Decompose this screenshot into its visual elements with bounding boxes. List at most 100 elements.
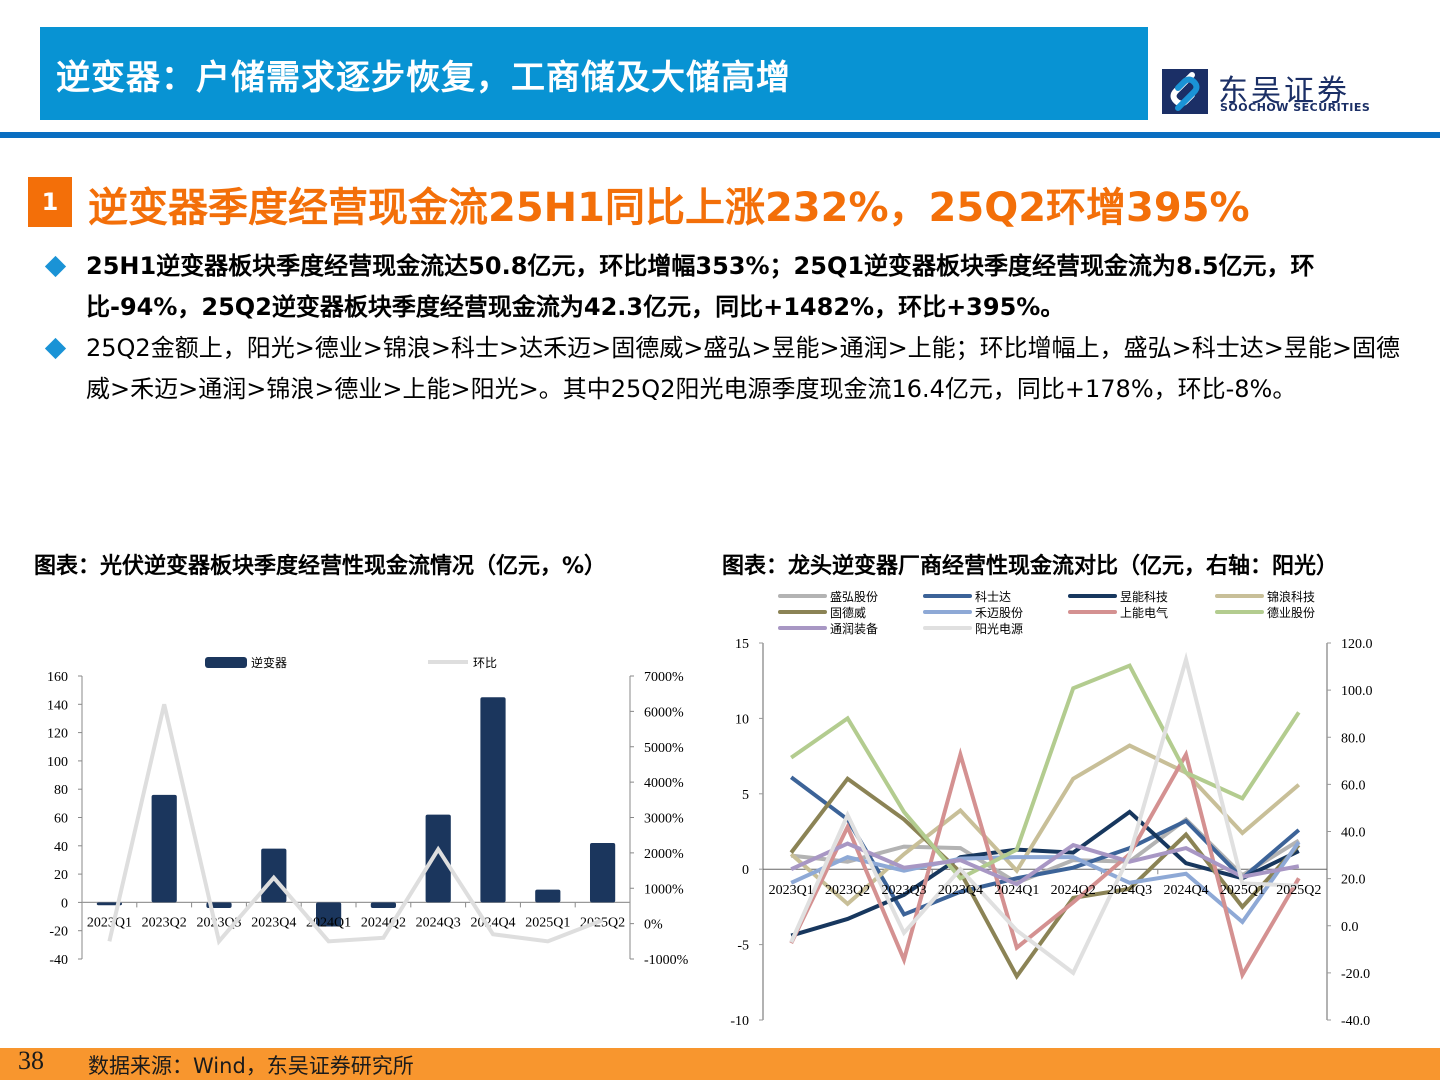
- legend-label: 上能电气: [1120, 605, 1168, 620]
- y-tick-label: 80: [54, 783, 68, 798]
- bullet-list: 25H1逆变器板块季度经营现金流达50.8亿元，环比增幅353%；25Q1逆变器…: [44, 246, 1404, 410]
- y-tick-label: 20: [54, 868, 68, 883]
- section-title: 逆变器季度经营现金流25H1同比上涨232%，25Q2环增395%: [88, 185, 1250, 231]
- series-line: [789, 747, 1301, 980]
- logo-chinese-name: 东吴证券: [1218, 74, 1350, 109]
- series-line: [790, 841, 1300, 887]
- y-tick-label-right: 100.0: [1341, 684, 1373, 699]
- y-tick-label: 120: [47, 727, 68, 742]
- chart-title-right: 图表：龙头逆变器厂商经营性现金流对比（亿元，右轴：阳光）: [722, 554, 1339, 579]
- y-tick-label-right: -20.0: [1341, 967, 1370, 982]
- legend-label: 阳光电源: [975, 622, 1023, 636]
- diamond-icon: [44, 337, 67, 360]
- y-tick-label-right: 120.0: [1341, 637, 1373, 652]
- bullet-text: 25H1逆变器板块季度经营现金流达50.8亿元，环比增幅353%；25Q1逆变器…: [86, 252, 1315, 321]
- y-tick-label: -20: [49, 925, 68, 940]
- y-tick-label-right: 4000%: [644, 776, 684, 791]
- page-title: 逆变器：户储需求逐步恢复，工商储及大储高增: [56, 58, 791, 98]
- logo-english-name: SOOCHOW SECURITIES: [1220, 101, 1371, 114]
- x-tick-label: 2024Q3: [416, 915, 461, 930]
- x-tick-label: 2025Q2: [1276, 883, 1321, 898]
- series-line: [790, 775, 1301, 917]
- bar: [425, 814, 451, 903]
- y-tick-label-right: 7000%: [644, 670, 684, 685]
- bar: [535, 889, 561, 903]
- chart-title-left: 图表：光伏逆变器板块季度经营性现金流情况（亿元，%）: [34, 554, 607, 579]
- legend-label: 逆变器: [251, 655, 287, 670]
- x-tick-label: 2023Q2: [142, 915, 187, 930]
- x-tick-label: 2023Q4: [938, 883, 983, 898]
- x-tick-label: 2024Q1: [994, 883, 1039, 898]
- bar: [96, 902, 123, 906]
- inverter-cashflow-bar-chart: 160 140 120 100 80 60 40 20 0 -20 -40 7000% 6000% 500…: [47, 655, 689, 968]
- brand-logo: 东吴证券 SOOCHOW SECURITIES: [1160, 66, 1380, 116]
- y-tick-label: 60: [54, 812, 68, 827]
- y-tick-label-right: -1000%: [644, 953, 689, 968]
- y-tick-label: -40: [49, 953, 68, 968]
- y-tick-label-right: -40.0: [1341, 1014, 1370, 1029]
- header-banner: [40, 27, 1148, 120]
- y-tick-label-right: 5000%: [644, 741, 684, 756]
- bar: [315, 902, 342, 927]
- x-tick-label: 2023Q4: [251, 915, 296, 930]
- y-tick-label: 10: [735, 712, 749, 727]
- bar: [151, 794, 177, 903]
- y-tick-label: -10: [730, 1014, 749, 1029]
- y-tick-label-right: 80.0: [1341, 731, 1366, 746]
- bar: [480, 697, 506, 903]
- legend-label: 锦浪科技: [1267, 589, 1315, 604]
- y-tick-label: -5: [737, 939, 749, 954]
- y-tick-label: 100: [47, 755, 68, 770]
- legend-label: 环比: [473, 656, 497, 670]
- x-tick-label: 2025Q1: [525, 915, 570, 930]
- legend-label: 德业股份: [1267, 605, 1315, 620]
- section-number-badge: 1: [28, 177, 72, 227]
- soochow-logo-icon: [1162, 69, 1208, 114]
- y-tick-label-right: 0.0: [1341, 920, 1359, 935]
- bullet-item: 25Q2金额上，阳光>德业>锦浪>科士>达禾迈>固德威>盛弘>昱能>通润>上能；…: [44, 328, 1404, 410]
- data-source: 数据来源：Wind，东吴证券研究所: [88, 1054, 414, 1078]
- series-line: [789, 651, 1299, 976]
- legend-label: 固德威: [830, 605, 866, 620]
- x-tick-label: 2024Q3: [1107, 883, 1152, 898]
- y-tick-label: 15: [735, 637, 749, 652]
- y-tick-label: 40: [54, 840, 68, 855]
- footer-bar: [0, 1048, 1440, 1080]
- x-tick-label: 2024Q2: [361, 915, 406, 930]
- y-tick-label: 0: [61, 896, 68, 911]
- x-tick-label: 2025Q1: [1220, 883, 1265, 898]
- legend-label: 盛弘股份: [830, 589, 878, 604]
- legend-label: 禾迈股份: [975, 606, 1023, 620]
- x-tick-label: 2023Q1: [769, 883, 814, 898]
- legend-label: 科士达: [975, 590, 1011, 604]
- bullet-text: 25Q2金额上，阳光>德业>锦浪>科士>达禾迈>固德威>盛弘>昱能>通润>上能；…: [86, 334, 1401, 403]
- y-tick-label-right: 0%: [644, 918, 663, 933]
- x-tick-label: 2023Q3: [881, 883, 926, 898]
- x-tick-label: 2025Q2: [580, 915, 625, 930]
- y-tick-label-right: 20.0: [1341, 873, 1366, 888]
- x-tick-label: 2024Q4: [470, 915, 515, 930]
- y-tick-label-right: 40.0: [1341, 826, 1366, 841]
- header-divider: [0, 132, 1440, 138]
- series-line: [789, 743, 1301, 907]
- y-tick-label: 0: [742, 863, 749, 878]
- y-tick-label: 5: [742, 788, 749, 803]
- mom-line: [107, 703, 604, 946]
- x-tick-label: 2024Q2: [1051, 883, 1096, 898]
- series-line: [790, 663, 1301, 881]
- y-tick-label-right: 1000%: [644, 882, 684, 897]
- legend-swatch-inverter: [205, 657, 247, 668]
- y-tick-label-right: 6000%: [644, 705, 684, 720]
- diamond-icon: [44, 255, 67, 278]
- bar: [589, 842, 616, 903]
- x-tick-label: 2024Q4: [1163, 883, 1208, 898]
- legend-label: 通润装备: [830, 622, 878, 636]
- y-tick-label-right: 60.0: [1341, 778, 1366, 793]
- bar: [370, 902, 397, 909]
- x-tick-label: 2023Q2: [825, 883, 870, 898]
- bullet-item: 25H1逆变器板块季度经营现金流达50.8亿元，环比增幅353%；25Q1逆变器…: [44, 246, 1404, 328]
- y-tick-label: 160: [47, 670, 68, 685]
- leader-cashflow-line-chart: 15 10 5 0 -5 -10 120.0 100.0 80.0 60.0 40.0 20.0 0.0…: [730, 589, 1373, 1029]
- y-tick-label-right: 2000%: [644, 847, 684, 862]
- series-line: [790, 840, 1301, 925]
